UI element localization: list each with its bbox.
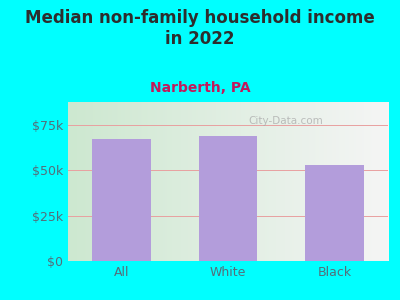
Bar xyxy=(305,165,364,261)
Text: Median non-family household income
in 2022: Median non-family household income in 20… xyxy=(25,9,375,48)
Bar xyxy=(199,136,257,261)
Bar xyxy=(92,139,151,261)
Text: Narberth, PA: Narberth, PA xyxy=(150,81,250,95)
Text: City-Data.com: City-Data.com xyxy=(248,116,323,126)
